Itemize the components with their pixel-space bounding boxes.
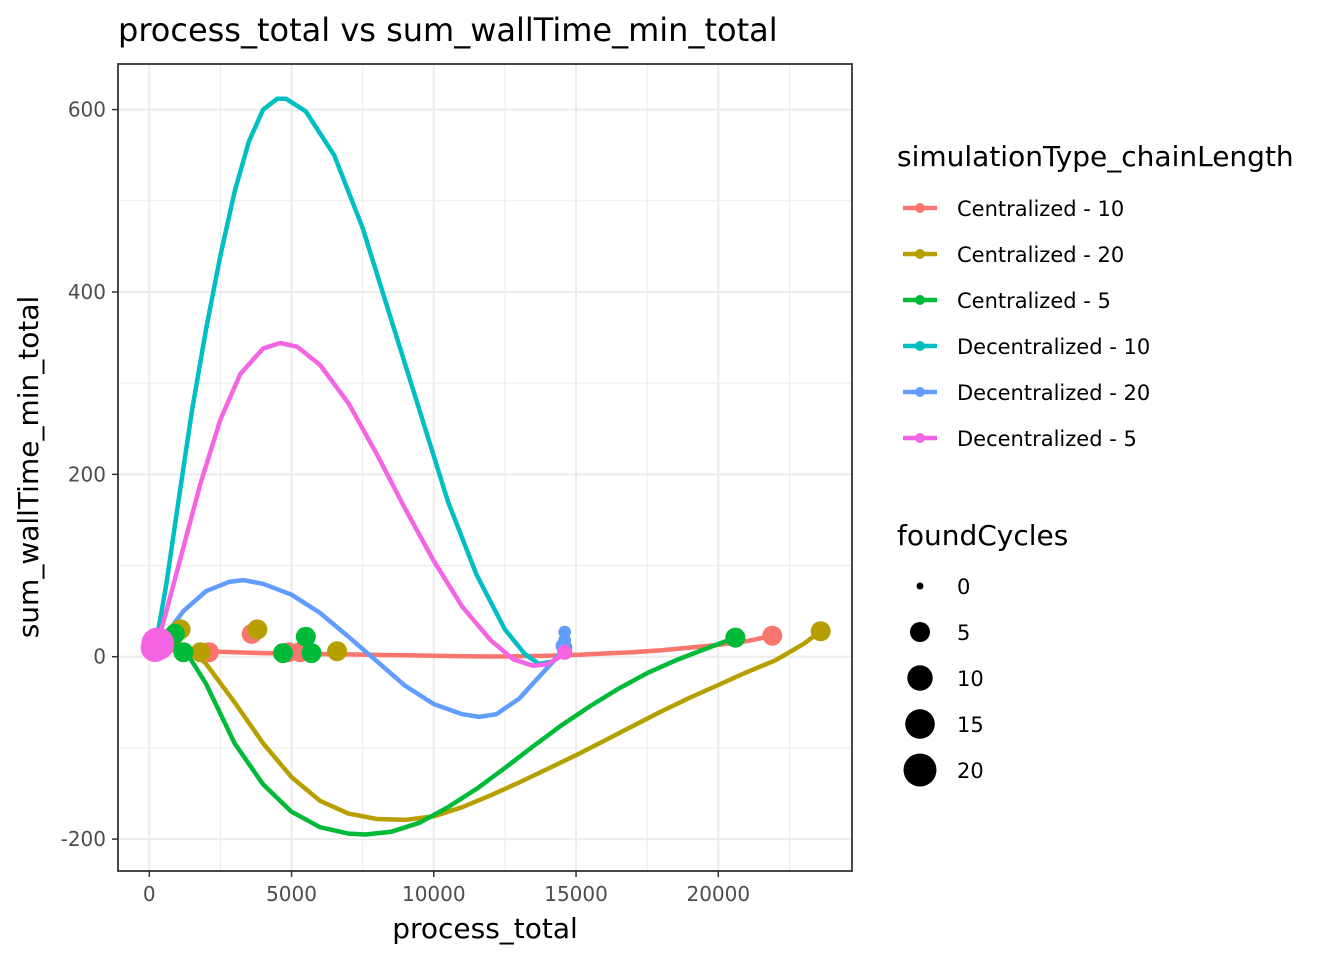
data-points xyxy=(140,619,831,664)
size-legend-label: 15 xyxy=(957,713,984,737)
x-tick-label: 0 xyxy=(143,882,156,906)
series-curve xyxy=(151,628,823,823)
series-curve xyxy=(151,577,567,720)
size-legend-marker xyxy=(905,709,935,739)
size-legend-label: 0 xyxy=(957,575,970,599)
legend-label: Centralized - 10 xyxy=(957,197,1124,221)
x-tick-label: 20000 xyxy=(686,882,750,906)
legend-label: Decentralized - 5 xyxy=(957,427,1137,451)
color-legend: Centralized - 10 Centralized - 20 Centrali… xyxy=(903,197,1150,451)
data-point xyxy=(327,641,348,662)
x-tick-label: 10000 xyxy=(402,882,466,906)
legend-marker xyxy=(915,203,925,213)
data-point xyxy=(725,627,746,648)
size-legend-label: 10 xyxy=(957,667,984,691)
legend-label: Centralized - 20 xyxy=(957,243,1124,267)
x-axis-title: process_total xyxy=(392,912,578,945)
legend-label: Decentralized - 10 xyxy=(957,335,1150,359)
data-point xyxy=(247,619,268,640)
size-legend-title: foundCycles xyxy=(897,519,1068,552)
data-point xyxy=(810,621,831,642)
chart-title: process_total vs sum_wallTime_min_total xyxy=(118,11,778,49)
size-legend-marker xyxy=(907,665,933,691)
y-tick-label: 600 xyxy=(68,98,106,122)
data-point xyxy=(190,642,211,663)
series-curve xyxy=(151,633,775,659)
series-curve xyxy=(151,635,738,837)
data-point xyxy=(295,626,316,647)
series-curve xyxy=(151,340,567,669)
legend-marker xyxy=(915,341,925,351)
legend-marker xyxy=(915,387,925,397)
y-tick-label: 0 xyxy=(93,645,106,669)
y-tick-label: -200 xyxy=(61,827,106,851)
data-point xyxy=(557,644,573,660)
data-point xyxy=(273,643,293,664)
x-tick-label: 15000 xyxy=(544,882,608,906)
size-legend-marker xyxy=(903,753,937,787)
plot-border xyxy=(117,63,853,872)
legend-marker xyxy=(915,433,925,443)
plot-panel xyxy=(118,64,852,871)
size-legend-marker xyxy=(910,622,930,642)
legend-marker xyxy=(915,295,925,305)
data-point xyxy=(141,627,175,661)
y-tick-label: 200 xyxy=(68,462,106,486)
legend-label: Centralized - 5 xyxy=(957,289,1111,313)
size-legend-label: 20 xyxy=(957,759,984,783)
legend-label: Decentralized - 20 xyxy=(957,381,1150,405)
size-legend-label: 5 xyxy=(957,621,970,645)
color-legend-title: simulationType_chainLength xyxy=(897,140,1294,173)
y-axis-title: sum_wallTime_min_total xyxy=(12,296,45,639)
series-curve xyxy=(151,96,567,667)
data-point xyxy=(762,625,783,646)
data-point xyxy=(301,643,322,664)
smooth-curves xyxy=(151,96,823,837)
size-legend: 0 5 10 15 20 xyxy=(903,575,984,787)
x-tick-label: 5000 xyxy=(266,882,317,906)
y-tick-label: 400 xyxy=(68,280,106,304)
legend-marker xyxy=(915,249,925,259)
size-legend-marker xyxy=(916,582,924,590)
data-point xyxy=(173,642,194,663)
axis-ticks: 0 5000 10000 15000 20000 -200 0 200 400 600 xyxy=(61,98,750,906)
